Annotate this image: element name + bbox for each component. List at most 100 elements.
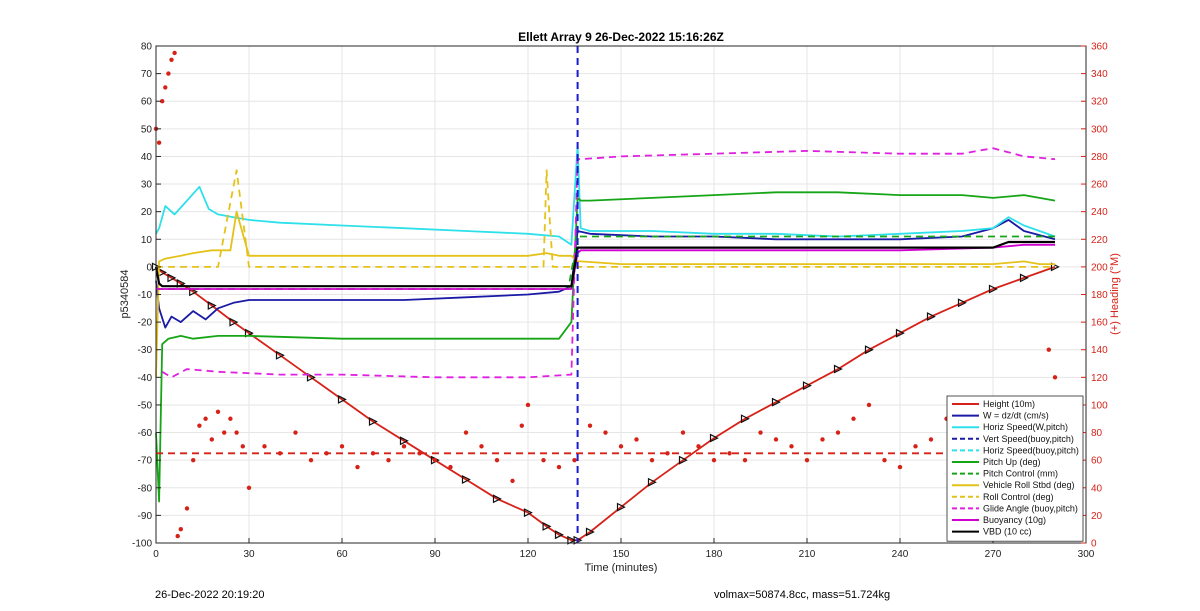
footer-timestamp: 26-Dec-2022 20:19:20 <box>155 589 265 601</box>
series-heading-m-point <box>572 457 577 463</box>
series-heading-m-point <box>215 409 221 415</box>
y-tick-label: -20 <box>138 318 153 329</box>
series-heading-m-point <box>209 437 214 442</box>
series-height-10m-marker <box>1050 262 1060 272</box>
series-heading-m-point <box>163 85 168 90</box>
x-tick-label: 240 <box>892 549 909 560</box>
series-height-10m-marker <box>567 535 577 545</box>
series-heading-m-point <box>417 451 422 456</box>
y2-tick-label: 360 <box>1091 42 1108 53</box>
series-pitch-control-mm-line <box>156 235 1055 290</box>
series-heading-m-point <box>479 444 484 449</box>
y-tick-label: -100 <box>132 539 152 550</box>
series-height-10m-marker <box>542 521 552 531</box>
y2-tick-label: 100 <box>1091 400 1108 411</box>
series-heading-m-point <box>820 437 825 442</box>
series-buoyancy-10g-line <box>156 243 1055 290</box>
y2-tick-label: 120 <box>1091 373 1108 384</box>
series-height-10m-marker <box>461 475 471 484</box>
series-height-10m-marker <box>167 273 177 283</box>
y-tick-label: -70 <box>138 456 153 467</box>
y-tick-label: 80 <box>141 42 153 53</box>
y2-tick-label: 280 <box>1091 152 1108 163</box>
x-tick-label: 270 <box>985 549 1002 560</box>
series-heading-m-point <box>386 457 391 463</box>
series-heading-m-point <box>541 457 546 463</box>
series-height-10m-marker <box>399 436 409 446</box>
series-heading-m-point <box>494 457 500 463</box>
y2-tick-label: 340 <box>1091 69 1108 80</box>
y2-tick-label: 140 <box>1091 345 1108 356</box>
legend-entry: Vert Speed(buoy,pitch) <box>983 434 1074 444</box>
y2-tick-label: 200 <box>1091 262 1108 273</box>
series-height-10m-marker <box>802 381 812 391</box>
y-tick-label: 60 <box>141 97 153 108</box>
y-tick-label: 20 <box>141 207 153 218</box>
series-height-10m-marker <box>306 372 316 382</box>
series-height-10m-marker <box>895 328 905 338</box>
legend-entry: Pitch Control (mm) <box>983 469 1058 479</box>
series-heading-m-point <box>228 416 233 421</box>
series-heading-m-point <box>851 416 856 421</box>
y-tick-label: 40 <box>141 152 153 163</box>
series-heading-m-point <box>448 464 453 470</box>
series-height-10m-marker <box>585 527 595 537</box>
y-tick-label: -40 <box>138 373 153 384</box>
series-heading-m-point <box>835 430 841 435</box>
y-axis-label: p5340584 <box>119 270 131 319</box>
series-heading-m-point <box>156 140 162 145</box>
series-heading-m-point <box>234 430 239 435</box>
chart: 0 30 60 90 120 150 180 210 240 270 300-100-90-80-7… <box>119 30 1121 574</box>
series-height-10m-marker <box>926 312 936 322</box>
series-heading-m-point <box>203 416 208 421</box>
series-heading-m-point <box>510 478 515 484</box>
legend-entry: VBD (10 cc) <box>983 527 1032 537</box>
series-height-10m-marker <box>337 394 347 404</box>
series-heading-m-point <box>665 451 670 456</box>
legend-entry: Horiz Speed(W,pitch) <box>983 422 1068 432</box>
series-heading-m-point <box>758 430 763 435</box>
y-tick-label: -30 <box>138 345 153 356</box>
series-heading-m-point <box>1052 375 1058 380</box>
series-height-10m-marker <box>709 433 719 443</box>
legend-entry: Vehicle Roll Stbd (deg) <box>983 480 1075 490</box>
series-heading-m-point <box>178 526 183 532</box>
series-height-10m-marker <box>189 287 199 297</box>
y2-tick-label: 80 <box>1091 428 1103 439</box>
series-heading-m-point <box>169 57 174 63</box>
series-height-10m-marker <box>229 317 239 327</box>
series-heading-m-point <box>160 99 165 104</box>
y2-tick-label: 240 <box>1091 207 1108 218</box>
y-tick-label: -50 <box>138 400 153 411</box>
y2-tick-label: 320 <box>1091 97 1108 108</box>
series-height-10m-marker <box>771 397 781 407</box>
series-heading-m-point <box>913 444 918 449</box>
series-height-10m-marker <box>833 364 843 374</box>
series-heading-m-point <box>293 430 298 435</box>
series-height-10m-marker <box>678 455 688 465</box>
series-height-10m-marker <box>988 284 998 294</box>
series-horiz-speed-w-pitch-line <box>155 144 1056 246</box>
legend: Height (10m)W = dz/dt (cm/s)Horiz Speed(… <box>946 395 1084 542</box>
x-tick-label: 60 <box>336 549 348 560</box>
series-heading-m-point <box>240 444 245 449</box>
series-heading-m-point <box>804 457 810 463</box>
y2-tick-label: 180 <box>1091 290 1108 301</box>
series-heading-m-point <box>172 50 177 56</box>
series-heading-m-point <box>166 71 171 76</box>
y-tick-label: -80 <box>138 483 153 494</box>
series-heading-m-point <box>1046 347 1052 352</box>
series-heading-m-point <box>587 423 593 428</box>
y2-axis-label: (+) Heading (°M) <box>1109 253 1121 335</box>
y2-tick-label: 300 <box>1091 124 1108 135</box>
x-tick-label: 120 <box>520 549 537 560</box>
legend-box <box>946 395 1084 542</box>
y2-tick-label: 160 <box>1091 318 1108 329</box>
series-heading-m-point <box>197 423 202 428</box>
series-heading-m-point <box>897 464 903 470</box>
series-height-10m-marker <box>647 477 657 487</box>
x-tick-label: 210 <box>799 549 816 560</box>
legend-entry: Glide Angle (buoy,pitch) <box>983 503 1078 513</box>
series-heading-m-point <box>308 457 314 463</box>
y2-tick-label: 0 <box>1091 539 1097 550</box>
